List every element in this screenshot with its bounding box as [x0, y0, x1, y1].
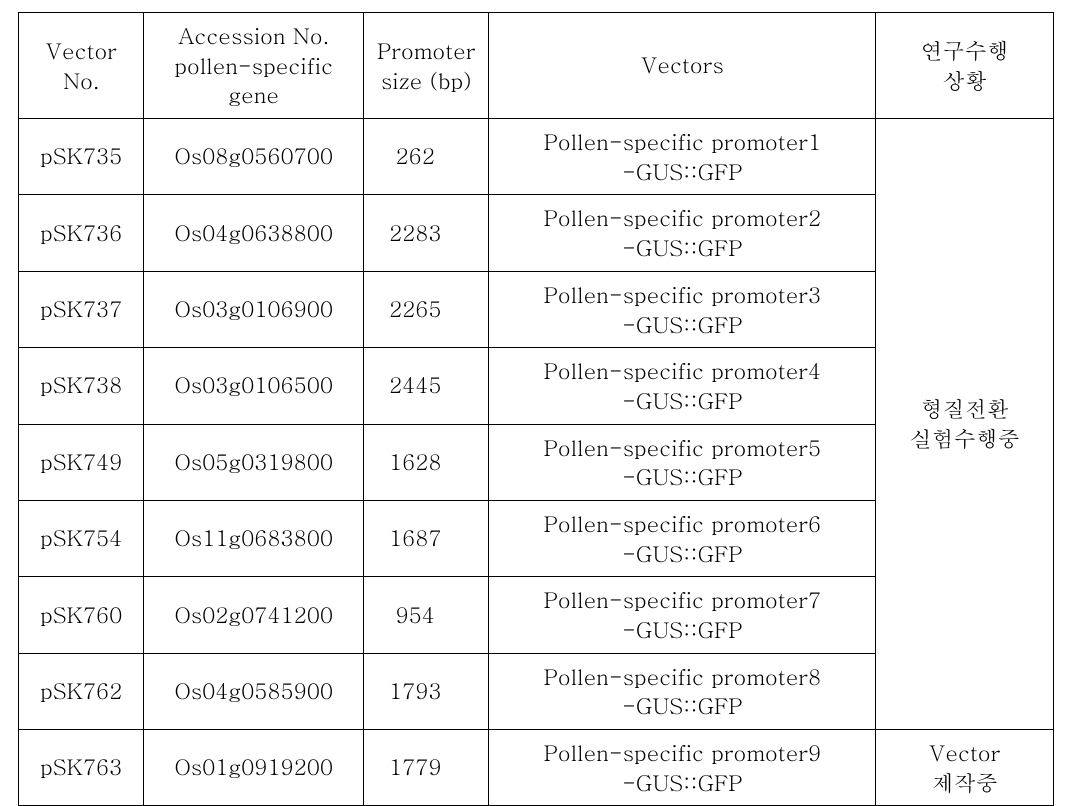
cell-size: 1687: [363, 500, 488, 576]
cell-vectors: Pollen-specific promoter1 -GUS::GFP: [489, 119, 876, 195]
cell-size: 1628: [363, 424, 488, 500]
vector-table: Vector No. Accession No. pollen-specific…: [18, 12, 1054, 806]
cell-text: -GUS::GFP: [622, 309, 742, 340]
cell-text: Pollen-specific promoter2: [544, 202, 822, 233]
cell-text: -GUS::GFP: [622, 156, 742, 187]
cell-vectors: Pollen-specific promoter6 -GUS::GFP: [489, 500, 876, 576]
cell-text: Pollen-specific promoter1: [544, 126, 822, 157]
cell-vectors: Pollen-specific promoter7 -GUS::GFP: [489, 577, 876, 653]
cell-size: 2283: [363, 195, 488, 271]
col-header-status: 연구수행 상황: [876, 13, 1054, 119]
header-text: pollen-specific: [174, 50, 333, 81]
header-text: Vector: [45, 35, 117, 66]
col-header-accession: Accession No. pollen-specific gene: [144, 13, 364, 119]
cell-accession: Os05g0319800: [144, 424, 364, 500]
cell-vectors: Pollen-specific promoter4 -GUS::GFP: [489, 348, 876, 424]
cell-size: 262: [363, 119, 488, 195]
cell-accession: Os01g0919200: [144, 730, 364, 806]
header-text: Vectors: [641, 49, 724, 80]
cell-vector-no: pSK762: [19, 653, 144, 729]
col-header-vectors: Vectors: [489, 13, 876, 119]
cell-accession: Os02g0741200: [144, 577, 364, 653]
cell-text: -GUS::GFP: [622, 614, 742, 645]
cell-size: 2445: [363, 348, 488, 424]
cell-text: -GUS::GFP: [622, 767, 742, 798]
cell-vectors: Pollen-specific promoter3 -GUS::GFP: [489, 271, 876, 347]
cell-size: 1793: [363, 653, 488, 729]
cell-accession: Os08g0560700: [144, 119, 364, 195]
cell-vector-no: pSK738: [19, 348, 144, 424]
header-text: 상황: [943, 65, 987, 96]
col-header-size: Promoter size (bp): [363, 13, 488, 119]
cell-text: Pollen-specific promoter8: [544, 661, 822, 692]
cell-accession: Os04g0585900: [144, 653, 364, 729]
table-header-row: Vector No. Accession No. pollen-specific…: [19, 13, 1054, 119]
cell-accession: Os04g0638800: [144, 195, 364, 271]
cell-accession: Os03g0106500: [144, 348, 364, 424]
table-row: pSK735 Os08g0560700 262 Pollen-specific …: [19, 119, 1054, 195]
cell-size: 954: [363, 577, 488, 653]
cell-vectors: Pollen-specific promoter9 -GUS::GFP: [489, 730, 876, 806]
cell-text: Pollen-specific promoter3: [544, 279, 822, 310]
cell-text: Pollen-specific promoter9: [544, 737, 822, 768]
cell-text: Pollen-specific promoter6: [544, 508, 822, 539]
header-text: Accession No.: [178, 20, 329, 51]
cell-vector-no: pSK760: [19, 577, 144, 653]
cell-vectors: Pollen-specific promoter8 -GUS::GFP: [489, 653, 876, 729]
cell-text: Pollen-specific promoter7: [544, 584, 822, 615]
cell-text: Pollen-specific promoter4: [544, 355, 822, 386]
cell-vector-no: pSK754: [19, 500, 144, 576]
cell-accession: Os03g0106900: [144, 271, 364, 347]
cell-text: -GUS::GFP: [622, 461, 742, 492]
header-text: gene: [228, 79, 279, 110]
header-text: No.: [63, 65, 99, 96]
cell-vector-no: pSK737: [19, 271, 144, 347]
cell-size: 2265: [363, 271, 488, 347]
cell-vector-no: pSK763: [19, 730, 144, 806]
cell-status-group1: 형질전환 실험수행중: [876, 119, 1054, 730]
header-text: Promoter: [377, 35, 476, 66]
cell-vector-no: pSK749: [19, 424, 144, 500]
cell-text: -GUS::GFP: [622, 538, 742, 569]
cell-vector-no: pSK736: [19, 195, 144, 271]
header-text: size (bp): [381, 65, 472, 96]
cell-text: Vector: [929, 737, 1001, 768]
table-row: pSK763 Os01g0919200 1779 Pollen-specific…: [19, 730, 1054, 806]
cell-text: -GUS::GFP: [622, 690, 742, 721]
cell-text: Pollen-specific promoter5: [544, 432, 822, 463]
cell-text: 형질전환: [921, 393, 1009, 424]
cell-accession: Os11g0683800: [144, 500, 364, 576]
cell-size: 1779: [363, 730, 488, 806]
header-text: 연구수행: [921, 35, 1009, 66]
cell-text: -GUS::GFP: [622, 232, 742, 263]
cell-text: 제작중: [932, 767, 998, 798]
cell-status-group2: Vector 제작중: [876, 730, 1054, 806]
cell-vectors: Pollen-specific promoter5 -GUS::GFP: [489, 424, 876, 500]
cell-text: -GUS::GFP: [622, 385, 742, 416]
cell-text: 실험수행중: [910, 423, 1020, 454]
cell-vector-no: pSK735: [19, 119, 144, 195]
cell-vectors: Pollen-specific promoter2 -GUS::GFP: [489, 195, 876, 271]
col-header-vector-no: Vector No.: [19, 13, 144, 119]
